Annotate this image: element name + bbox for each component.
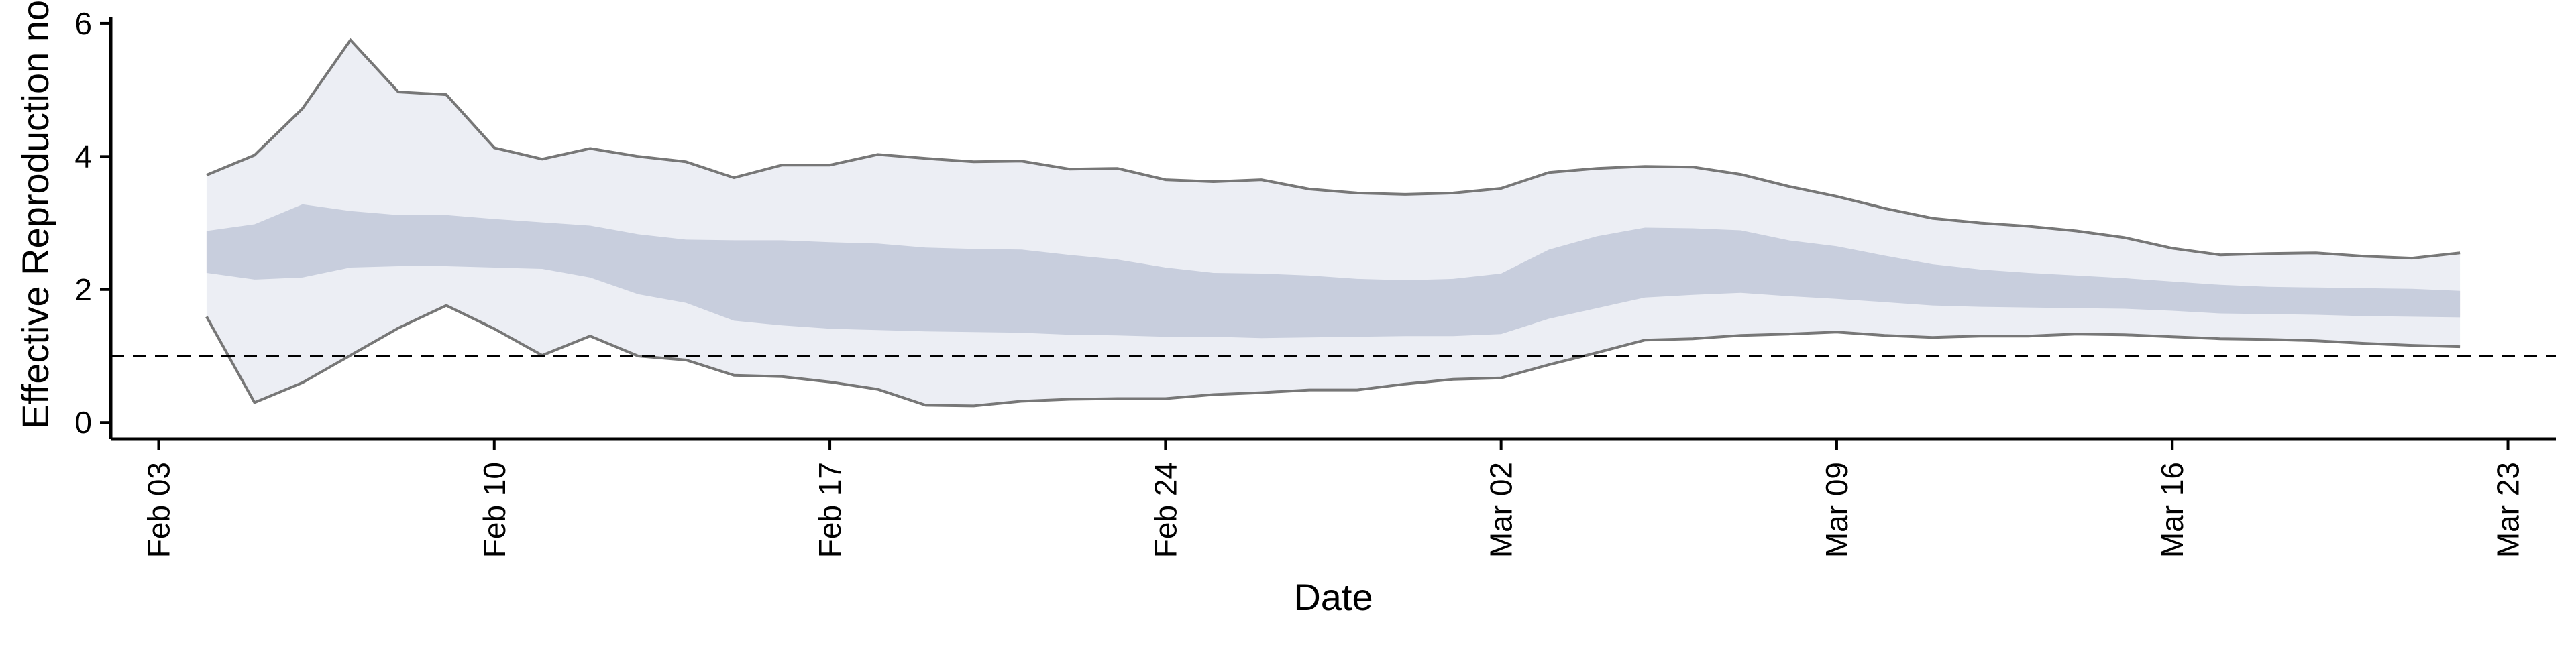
lower-bound-line bbox=[205, 304, 2461, 408]
upper-bound-line bbox=[206, 38, 2461, 260]
y-tick-label: 6 bbox=[74, 6, 92, 41]
x-tick-label: Feb 03 bbox=[141, 462, 176, 558]
x-tick-label: Feb 10 bbox=[477, 462, 512, 558]
ci-50-band bbox=[206, 204, 2461, 339]
x-tick-label: Feb 24 bbox=[1148, 462, 1183, 558]
bands-layer bbox=[206, 40, 2461, 406]
lines-layer bbox=[111, 38, 2556, 408]
ticks-layer: 0 2 4 6 Feb 03 Feb 10 Feb 17 Feb 24 Mar 02 Mar 09… bbox=[74, 6, 2525, 558]
x-tick-label: Mar 02 bbox=[1484, 462, 1519, 558]
axes-layer bbox=[109, 17, 2556, 441]
y-axis-title: Effective Reproduction no bbox=[14, 0, 56, 429]
x-tick-label: Mar 09 bbox=[1819, 462, 1854, 558]
y-tick-label: 4 bbox=[74, 139, 92, 174]
y-tick-label: 0 bbox=[74, 405, 92, 440]
x-tick-label: Mar 23 bbox=[2491, 462, 2526, 558]
x-axis-title: Date bbox=[1293, 576, 1373, 618]
y-tick-label: 2 bbox=[74, 272, 92, 307]
x-tick-label: Mar 16 bbox=[2155, 462, 2190, 558]
x-tick-label: Feb 17 bbox=[812, 462, 847, 558]
